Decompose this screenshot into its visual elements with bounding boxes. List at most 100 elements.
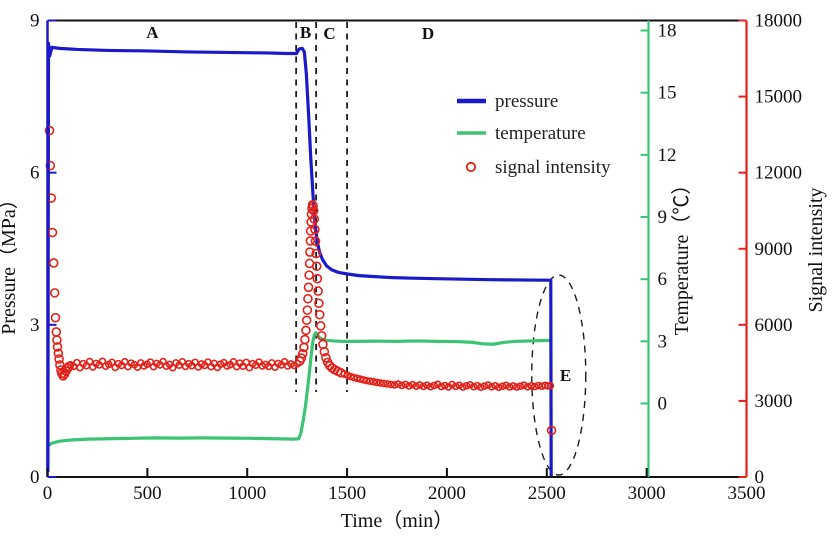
signal-intensity-point — [546, 425, 557, 436]
pressure-series — [46, 41, 553, 476]
signal-tick-label: 9000 — [755, 239, 793, 260]
signal-intensity-point — [313, 286, 323, 296]
signal-intensity-point — [495, 383, 503, 392]
pressure-line — [46, 41, 553, 476]
signal-intensity-series — [44, 125, 557, 436]
signal-intensity-point — [321, 353, 331, 363]
x-tick-label: 1500 — [328, 483, 366, 504]
signal-intensity-point — [523, 383, 532, 391]
signal-intensity-point — [54, 354, 64, 364]
legend-signal-swatch — [465, 161, 477, 173]
signal-tick-label: 3000 — [755, 391, 793, 412]
signal-intensity-point — [303, 282, 314, 293]
signal-intensity-point — [308, 201, 318, 211]
signal-intensity-point — [310, 224, 320, 235]
signal-intensity-point — [441, 381, 449, 390]
legend-pressure-label: pressure — [495, 91, 558, 112]
signal-intensity-point — [319, 346, 330, 357]
signal-intensity-point — [301, 325, 311, 336]
signal-intensity-point — [304, 270, 314, 280]
signal-intensity-point — [85, 357, 94, 366]
signal-intensity-point — [314, 309, 325, 320]
signal-intensity-point — [44, 125, 55, 136]
signal-intensity-point — [509, 382, 518, 390]
signal-intensity-point — [415, 381, 424, 389]
signal-intensity-point — [546, 381, 555, 390]
signal-intensity-point — [305, 226, 316, 236]
signal-intensity-point — [437, 382, 446, 391]
signal-intensity-point — [50, 312, 61, 323]
signal-intensity-point — [303, 293, 313, 304]
signal-intensity-point — [419, 382, 428, 391]
signal-intensity-point — [412, 382, 420, 391]
signal-intensity-point — [52, 342, 63, 352]
signal-intensity-point — [423, 381, 431, 389]
signal-intensity-point — [362, 376, 371, 385]
signal-intensity-point — [387, 380, 395, 389]
signal-intensity-point — [296, 353, 307, 363]
signal-intensity-point — [311, 248, 321, 259]
signal-intensity-point — [373, 378, 381, 387]
signal-intensity-point — [513, 383, 521, 391]
signal-intensity-point — [314, 298, 324, 309]
stage-label-d: D — [422, 24, 434, 43]
signal-intensity-point — [527, 382, 536, 390]
signal-intensity-point — [301, 315, 312, 326]
x-tick-label: 1000 — [228, 483, 266, 504]
signal-intensity-point — [520, 381, 528, 389]
signal-intensity-point — [302, 305, 313, 315]
signal-intensity-point — [516, 382, 525, 391]
temperature-series — [46, 331, 551, 448]
stage-label-e: E — [560, 366, 571, 385]
stage-label-c: C — [323, 24, 335, 43]
temperature-tick-label: 0 — [658, 394, 668, 415]
signal-intensity-point — [531, 382, 539, 391]
pressure-tick-label: 9 — [30, 11, 40, 32]
stage-annotations — [295, 22, 587, 476]
signal-intensity-point — [315, 321, 326, 331]
legend: pressure temperature signal intensity — [457, 91, 611, 178]
stage-e-ellipse — [531, 274, 587, 476]
signal-intensity-point — [401, 380, 410, 389]
signal-intensity-point — [477, 383, 485, 392]
signal-intensity-point — [459, 383, 467, 391]
signal-intensity-point — [502, 381, 510, 390]
signal-intensity-point — [383, 380, 392, 388]
temperature-tick-label: 18 — [658, 21, 677, 42]
temperature-tick-label: 9 — [658, 207, 668, 228]
signal-intensity-point — [505, 383, 514, 391]
signal-intensity-point — [473, 381, 482, 390]
signal-intensity-point — [305, 236, 316, 246]
stage-letter-labels: A B C D E — [146, 23, 571, 385]
signal-intensity-point — [55, 360, 65, 370]
signal-intensity-point — [491, 382, 500, 390]
temperature-axis-title: Temperature（℃） — [670, 175, 693, 336]
signal-intensity-point — [312, 273, 323, 284]
signal-intensity-point — [487, 383, 496, 391]
signal-intensity-point — [52, 335, 62, 345]
signal-tick-label: 6000 — [755, 315, 793, 336]
pressure-tick-label: 0 — [30, 467, 40, 488]
signal-intensity-point — [311, 261, 322, 272]
signal-intensity-point — [49, 288, 60, 298]
legend-signal-label: signal intensity — [495, 157, 611, 178]
signal-intensity-point — [380, 379, 388, 388]
signal-tick-label: 15000 — [755, 87, 803, 108]
stage-label-b: B — [300, 23, 311, 42]
signal-intensity-point — [498, 382, 507, 391]
signal-intensity-point — [426, 382, 435, 391]
signal-intensity-point — [310, 236, 321, 246]
signal-tick-label: 0 — [755, 467, 765, 488]
signal-intensity-point — [305, 247, 315, 257]
signal-intensity-point — [359, 376, 368, 384]
temperature-line — [46, 331, 551, 448]
signal-axis-title: Signal intensity — [805, 188, 827, 313]
signal-intensity-point — [394, 380, 402, 388]
temperature-tick-label: 15 — [658, 83, 677, 104]
signal-intensity-point — [309, 214, 320, 224]
signal-intensity-point — [58, 371, 68, 381]
signal-intensity-point — [390, 381, 399, 389]
signal-intensity-point — [51, 327, 62, 337]
